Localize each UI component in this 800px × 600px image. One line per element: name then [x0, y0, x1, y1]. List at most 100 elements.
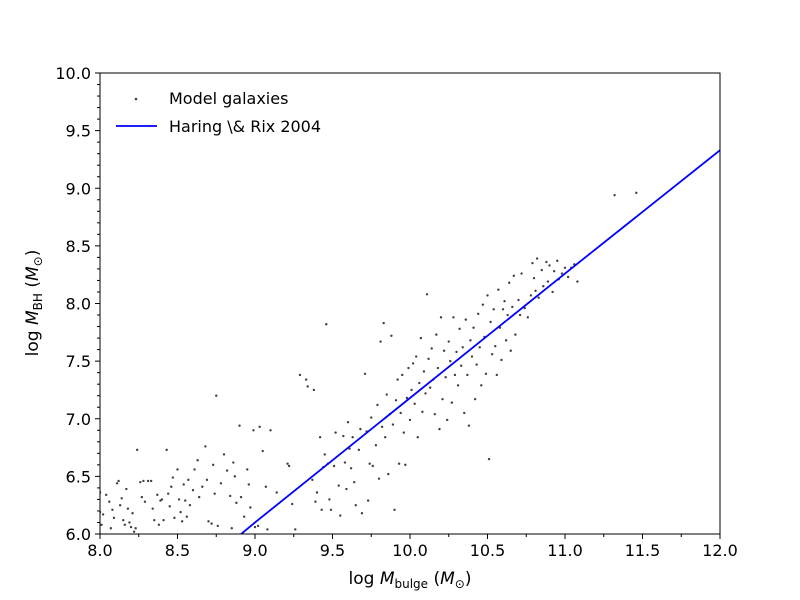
scatter-point — [413, 402, 416, 405]
scatter-point — [314, 500, 317, 503]
scatter-point — [428, 386, 432, 389]
scatter-point — [380, 425, 384, 429]
scatter-point — [222, 453, 226, 456]
scatter-point — [401, 373, 404, 377]
y-tick-label: 8.5 — [66, 237, 91, 256]
scatter-point — [238, 424, 241, 427]
scatter-point — [253, 525, 257, 529]
scatter-point — [229, 494, 232, 498]
scatter-point — [475, 363, 478, 366]
scatter-point — [467, 424, 471, 427]
scatter-point — [143, 500, 147, 503]
scatter-point — [334, 431, 337, 434]
plot-frame — [99, 72, 721, 535]
scatter-point — [542, 285, 545, 288]
scatter-point — [345, 487, 348, 491]
scatter-point — [540, 268, 543, 272]
scatter-point — [360, 512, 364, 515]
scatter-point — [563, 266, 567, 269]
y-axis-ticks: 6.0 6.5 7.0 7.5 8.0 8.5 9.0 9.5 10.0 — [55, 64, 100, 544]
scatter-point — [489, 320, 492, 324]
scatter-point — [526, 316, 529, 319]
scatter-point — [503, 299, 506, 303]
scatter-point — [170, 485, 173, 488]
scatter-point — [384, 435, 387, 439]
scatter-point — [478, 346, 481, 349]
x-axis-ticks: 8.0 8.5 9.0 9.5 10.0 10.5 11.0 11.5 12.0 — [87, 534, 738, 560]
scatter-point — [184, 499, 187, 502]
scatter-point — [453, 373, 457, 377]
scatter-point — [492, 308, 495, 311]
scatter-point — [464, 318, 467, 321]
scatter-point — [494, 344, 497, 348]
scatter-point — [111, 508, 114, 511]
y-tick-label: 9.5 — [66, 122, 91, 141]
scatter-point — [500, 358, 503, 362]
scatter-point — [207, 520, 210, 523]
scatter-point — [261, 449, 264, 453]
scatter-point — [466, 373, 469, 377]
x-tick-label: 8.5 — [165, 541, 190, 560]
scatter-point — [232, 461, 235, 464]
scatter-point — [517, 298, 520, 302]
scatter-point — [177, 498, 181, 501]
x-tick-label: 12.0 — [702, 541, 738, 560]
scatter-point — [351, 435, 354, 439]
scatter-point — [235, 501, 238, 505]
scatter-point — [193, 468, 196, 471]
scatter-point — [410, 388, 413, 392]
scatter-point — [157, 523, 161, 526]
legend-label-model-galaxies: Model galaxies — [169, 89, 288, 108]
x-axis-label-unit-var: M — [440, 569, 455, 589]
scatter-point — [359, 427, 362, 431]
scatter-point — [439, 316, 443, 319]
scatter-point — [329, 508, 333, 511]
scatter-point — [546, 280, 550, 283]
scatter-point — [435, 333, 438, 336]
x-tick-label: 10.0 — [392, 541, 428, 560]
scatter-point — [275, 491, 278, 494]
scatter-point — [535, 257, 539, 260]
scatter-point — [405, 396, 409, 400]
scatter-point — [332, 464, 336, 468]
scatter-point — [529, 294, 533, 297]
x-tick-label: 9.5 — [320, 541, 345, 560]
scatter-point — [472, 326, 475, 329]
scatter-point — [210, 522, 213, 525]
scatter-point — [438, 427, 441, 431]
scatter-point — [128, 521, 131, 524]
scatter-point — [442, 349, 446, 352]
y-tick-label: 6.5 — [66, 467, 91, 486]
scatter-point — [379, 340, 382, 343]
scatter-point — [328, 498, 331, 501]
scatter-point — [325, 323, 328, 326]
x-tick-label: 10.5 — [470, 541, 506, 560]
scatter-point — [473, 397, 477, 401]
scatter-point — [391, 423, 395, 426]
scatter-point — [459, 364, 463, 367]
scatter-point — [146, 479, 150, 483]
scatter-point — [337, 484, 340, 487]
x-axis-label: log Mbulge (M⊙) — [349, 569, 472, 591]
scatter-point — [508, 281, 511, 284]
scatter-point — [109, 527, 113, 530]
scatter-point — [446, 418, 449, 422]
scatter-point — [349, 467, 353, 470]
scatter-point — [566, 275, 570, 279]
scatter-point — [287, 464, 291, 468]
scatter-point — [497, 288, 500, 291]
scatter-point — [416, 435, 419, 439]
scatter-point — [408, 418, 412, 422]
scatter-point — [635, 191, 638, 195]
scatter-point — [204, 445, 207, 448]
scatter-point — [185, 515, 188, 518]
scatter-point — [520, 272, 523, 275]
y-tick-label: 7.5 — [66, 352, 91, 371]
y-tick-label: 10.0 — [55, 64, 91, 83]
scatter-point — [390, 334, 393, 337]
scatter-point — [160, 498, 164, 501]
scatter-point — [304, 378, 308, 381]
scatter-point — [101, 513, 105, 516]
scatter-point — [449, 359, 452, 363]
scatter-point — [411, 362, 415, 365]
